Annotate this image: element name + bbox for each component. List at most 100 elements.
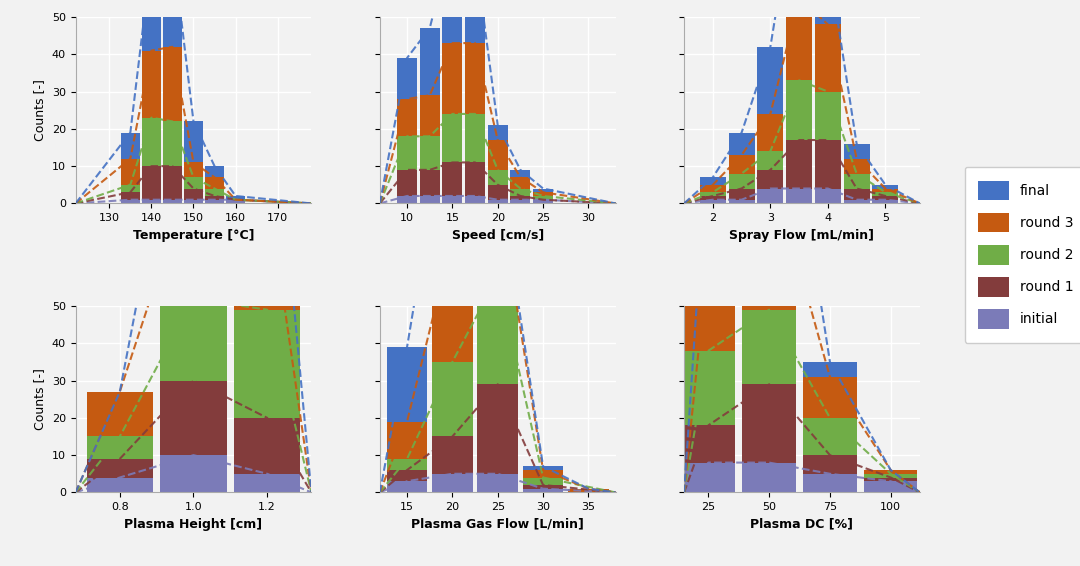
Bar <box>534 192 553 196</box>
Bar <box>86 436 153 459</box>
Bar <box>523 466 564 470</box>
Bar <box>397 170 417 196</box>
Bar <box>729 188 755 200</box>
Bar <box>160 8 227 168</box>
Bar <box>757 170 783 188</box>
Bar <box>432 474 473 492</box>
Bar <box>757 151 783 170</box>
Bar <box>864 481 917 492</box>
Bar <box>160 455 227 492</box>
Bar <box>184 162 203 177</box>
Bar <box>184 188 203 200</box>
X-axis label: Temperature [°C]: Temperature [°C] <box>133 229 254 242</box>
Bar <box>465 43 485 114</box>
Bar <box>511 188 530 196</box>
Bar <box>873 196 899 200</box>
Bar <box>420 170 440 196</box>
Bar <box>843 188 869 200</box>
Bar <box>234 418 300 474</box>
Bar <box>205 200 224 203</box>
Bar <box>488 185 508 200</box>
Bar <box>681 351 735 425</box>
Bar <box>443 114 462 162</box>
Bar <box>465 0 485 43</box>
Bar <box>121 192 139 200</box>
Bar <box>488 125 508 140</box>
Bar <box>534 196 553 200</box>
Bar <box>121 185 139 192</box>
Bar <box>700 200 726 203</box>
Bar <box>387 422 428 459</box>
Bar <box>234 474 300 492</box>
Bar <box>786 188 812 203</box>
Bar <box>141 118 161 166</box>
X-axis label: Plasma DC [%]: Plasma DC [%] <box>751 518 853 531</box>
Bar <box>681 254 735 351</box>
Bar <box>397 196 417 203</box>
Bar <box>141 166 161 200</box>
Bar <box>387 347 428 422</box>
X-axis label: Plasma Gas Flow [L/min]: Plasma Gas Flow [L/min] <box>411 518 584 531</box>
Bar <box>184 200 203 203</box>
Bar <box>700 177 726 185</box>
Bar <box>511 200 530 203</box>
Bar <box>160 168 227 298</box>
Bar <box>465 162 485 196</box>
Bar <box>397 99 417 136</box>
Bar <box>729 132 755 155</box>
Bar <box>729 200 755 203</box>
Bar <box>141 50 161 118</box>
Bar <box>205 188 224 196</box>
Bar <box>815 188 841 203</box>
Bar <box>234 19 300 187</box>
Bar <box>804 455 856 474</box>
Bar <box>234 187 300 310</box>
Bar <box>121 158 139 185</box>
Bar <box>804 362 856 377</box>
Bar <box>86 459 153 478</box>
Bar <box>488 200 508 203</box>
Bar <box>815 24 841 92</box>
Bar <box>742 384 796 462</box>
Bar <box>432 436 473 474</box>
Bar <box>205 166 224 177</box>
Bar <box>184 121 203 162</box>
X-axis label: Speed [cm/s]: Speed [cm/s] <box>451 229 544 242</box>
Bar <box>163 200 181 203</box>
Bar <box>681 425 735 462</box>
Bar <box>163 121 181 166</box>
Bar <box>757 114 783 151</box>
Bar <box>523 485 564 488</box>
Bar <box>729 155 755 174</box>
Bar <box>488 140 508 170</box>
Bar <box>420 95 440 136</box>
Y-axis label: Counts [-]: Counts [-] <box>33 368 46 430</box>
Bar <box>488 170 508 185</box>
Bar <box>873 192 899 196</box>
Bar <box>873 200 899 203</box>
Bar <box>534 188 553 192</box>
Bar <box>387 470 428 481</box>
Bar <box>729 174 755 188</box>
Bar <box>397 58 417 99</box>
Bar <box>681 462 735 492</box>
Bar <box>786 80 812 140</box>
Bar <box>477 187 518 276</box>
Bar <box>804 474 856 492</box>
Bar <box>226 200 245 203</box>
Bar <box>443 43 462 114</box>
Bar <box>465 196 485 203</box>
Bar <box>205 196 224 200</box>
Bar <box>568 488 609 492</box>
Bar <box>742 161 796 310</box>
Bar <box>163 47 181 121</box>
Bar <box>511 170 530 177</box>
Bar <box>864 474 917 478</box>
Bar <box>477 474 518 492</box>
Bar <box>742 0 796 161</box>
Bar <box>420 28 440 95</box>
Bar <box>511 177 530 188</box>
Bar <box>234 310 300 418</box>
Bar <box>465 114 485 162</box>
Y-axis label: Counts [-]: Counts [-] <box>33 79 46 141</box>
